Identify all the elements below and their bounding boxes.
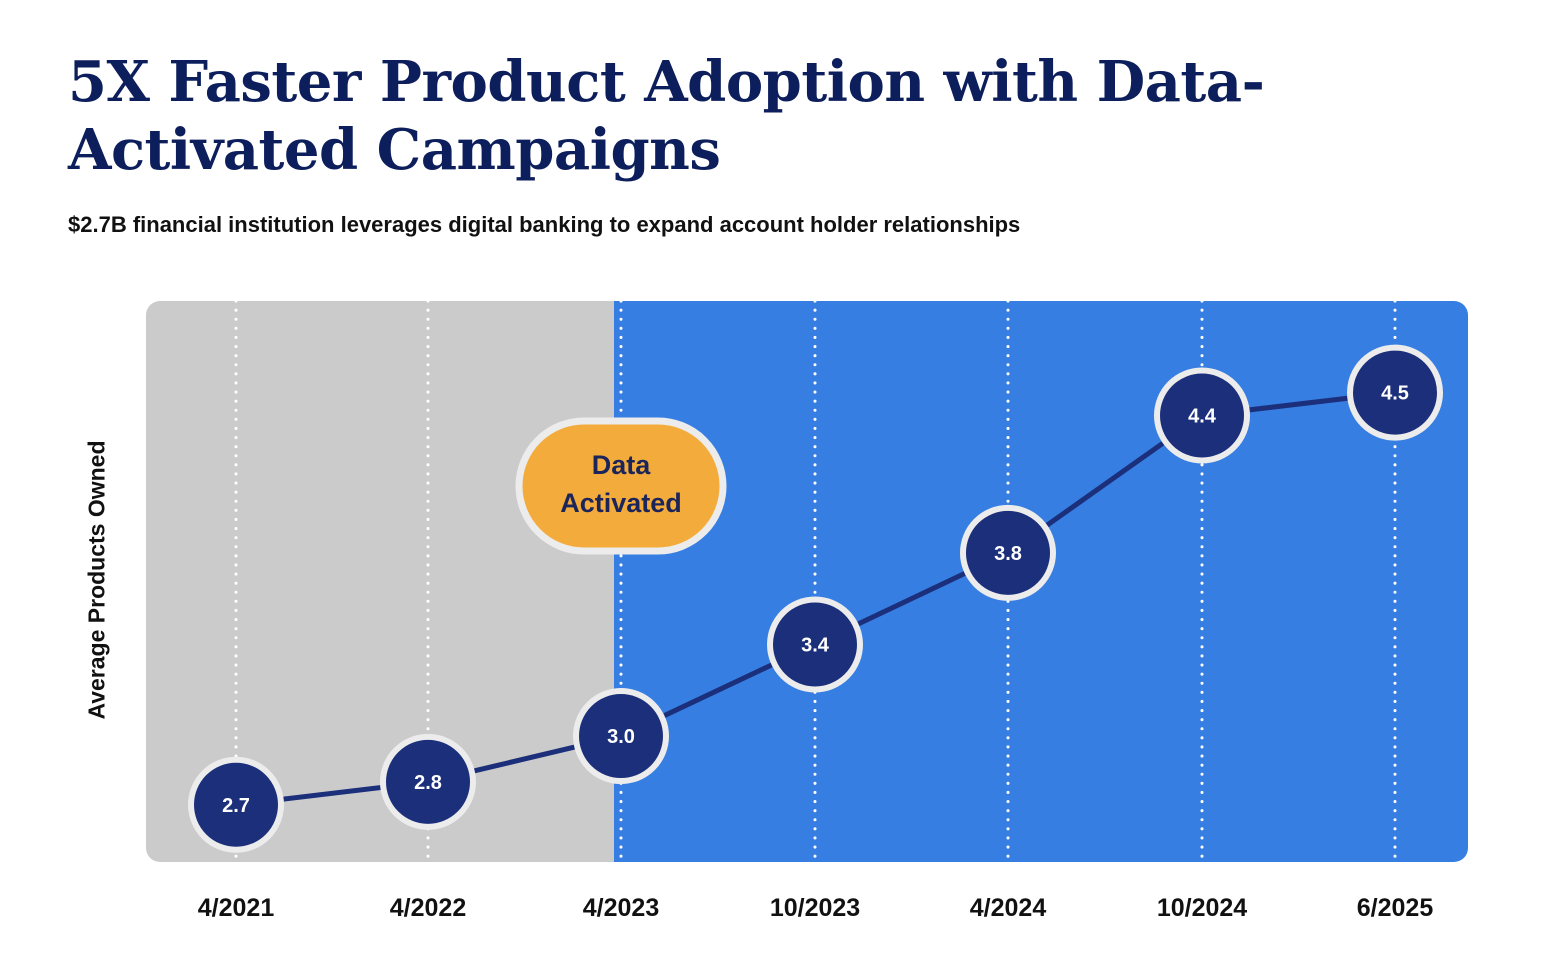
chart-subtitle: $2.7B financial institution leverages di… xyxy=(68,212,1021,237)
data-point xyxy=(1154,367,1250,464)
chart-title: 5X Faster Product Adoption with Data-Act… xyxy=(68,49,1265,183)
data-activated-badge xyxy=(515,417,727,555)
x-tick-label: 10/2023 xyxy=(770,894,860,922)
data-point xyxy=(573,688,669,785)
data-point xyxy=(188,756,284,853)
data-label: 2.8 xyxy=(414,772,442,794)
data-point xyxy=(1347,344,1443,441)
x-tick-label: 4/2024 xyxy=(970,894,1047,922)
data-point xyxy=(767,596,863,693)
x-tick-label: 6/2025 xyxy=(1357,894,1434,922)
data-label: 3.0 xyxy=(607,726,635,748)
data-label: 2.7 xyxy=(222,795,250,817)
data-point xyxy=(960,504,1056,601)
badge-label-line1: Data xyxy=(592,450,652,480)
x-tick-label: 4/2022 xyxy=(390,894,466,922)
data-label: 4.5 xyxy=(1381,383,1409,405)
data-label: 3.4 xyxy=(801,634,830,656)
x-tick-label: 10/2024 xyxy=(1157,894,1247,922)
x-tick-label: 4/2023 xyxy=(583,894,659,922)
x-tick-label: 4/2021 xyxy=(198,894,275,922)
badge-label-line2: Activated xyxy=(560,488,682,518)
data-point xyxy=(380,733,476,830)
data-label: 4.4 xyxy=(1188,405,1217,427)
data-label: 3.8 xyxy=(994,543,1022,565)
